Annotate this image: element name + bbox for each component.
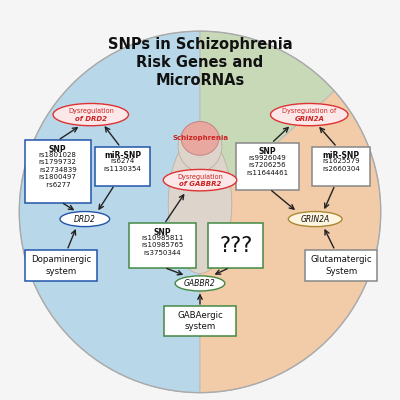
Text: GRIN2A: GRIN2A (300, 214, 330, 224)
FancyBboxPatch shape (208, 223, 263, 268)
FancyBboxPatch shape (95, 146, 150, 186)
FancyBboxPatch shape (25, 140, 91, 203)
Text: SNPs in Schizophrenia
Risk Genes and
MicroRNAs: SNPs in Schizophrenia Risk Genes and Mic… (108, 37, 292, 88)
Text: of GABBR2: of GABBR2 (179, 181, 221, 187)
Text: DRD2: DRD2 (74, 214, 96, 224)
Text: Dopaminergic
system: Dopaminergic system (31, 256, 91, 276)
FancyBboxPatch shape (312, 146, 370, 186)
Ellipse shape (53, 104, 128, 126)
Text: SNP: SNP (259, 147, 276, 156)
Wedge shape (200, 91, 381, 393)
Text: Dysregulation of: Dysregulation of (282, 108, 336, 114)
Text: rs6274
rs1130354: rs6274 rs1130354 (104, 158, 142, 172)
FancyBboxPatch shape (129, 223, 196, 268)
Text: GABAergic
system: GABAergic system (177, 311, 223, 331)
Text: Dysregulation: Dysregulation (177, 174, 223, 180)
Ellipse shape (60, 212, 110, 227)
FancyBboxPatch shape (306, 250, 376, 281)
FancyBboxPatch shape (236, 143, 299, 190)
Text: SNP: SNP (154, 228, 171, 237)
Text: rs9926049
rs7206256
rs11644461: rs9926049 rs7206256 rs11644461 (246, 154, 288, 176)
Text: rs1625579
rs2660304: rs1625579 rs2660304 (322, 158, 360, 172)
Wedge shape (19, 31, 200, 393)
Text: SNP: SNP (49, 144, 67, 154)
Wedge shape (200, 31, 334, 212)
Text: rs1801028
rs1799732
rs2734839
rs1800497
 rs6277: rs1801028 rs1799732 rs2734839 rs1800497 … (39, 152, 77, 188)
Ellipse shape (178, 122, 222, 171)
Ellipse shape (181, 122, 219, 155)
Ellipse shape (288, 212, 342, 227)
Text: GABBR2: GABBR2 (184, 279, 216, 288)
FancyBboxPatch shape (164, 306, 236, 336)
Text: Glutamatergic
System: Glutamatergic System (310, 256, 372, 276)
Text: miR-SNP: miR-SNP (322, 151, 360, 160)
Text: of DRD2: of DRD2 (75, 116, 107, 122)
Ellipse shape (163, 170, 237, 191)
Text: Dysregulation: Dysregulation (68, 108, 114, 114)
Text: rs10985811
rs10985765
rs3750344: rs10985811 rs10985765 rs3750344 (141, 235, 184, 256)
Text: GRIN2A: GRIN2A (294, 116, 324, 122)
Text: ???: ??? (219, 236, 252, 256)
Text: miR-SNP: miR-SNP (104, 151, 141, 160)
Ellipse shape (168, 134, 232, 274)
Ellipse shape (175, 276, 225, 291)
Text: Schizophrenia: Schizophrenia (172, 135, 228, 141)
Ellipse shape (270, 104, 348, 126)
FancyBboxPatch shape (26, 250, 96, 281)
